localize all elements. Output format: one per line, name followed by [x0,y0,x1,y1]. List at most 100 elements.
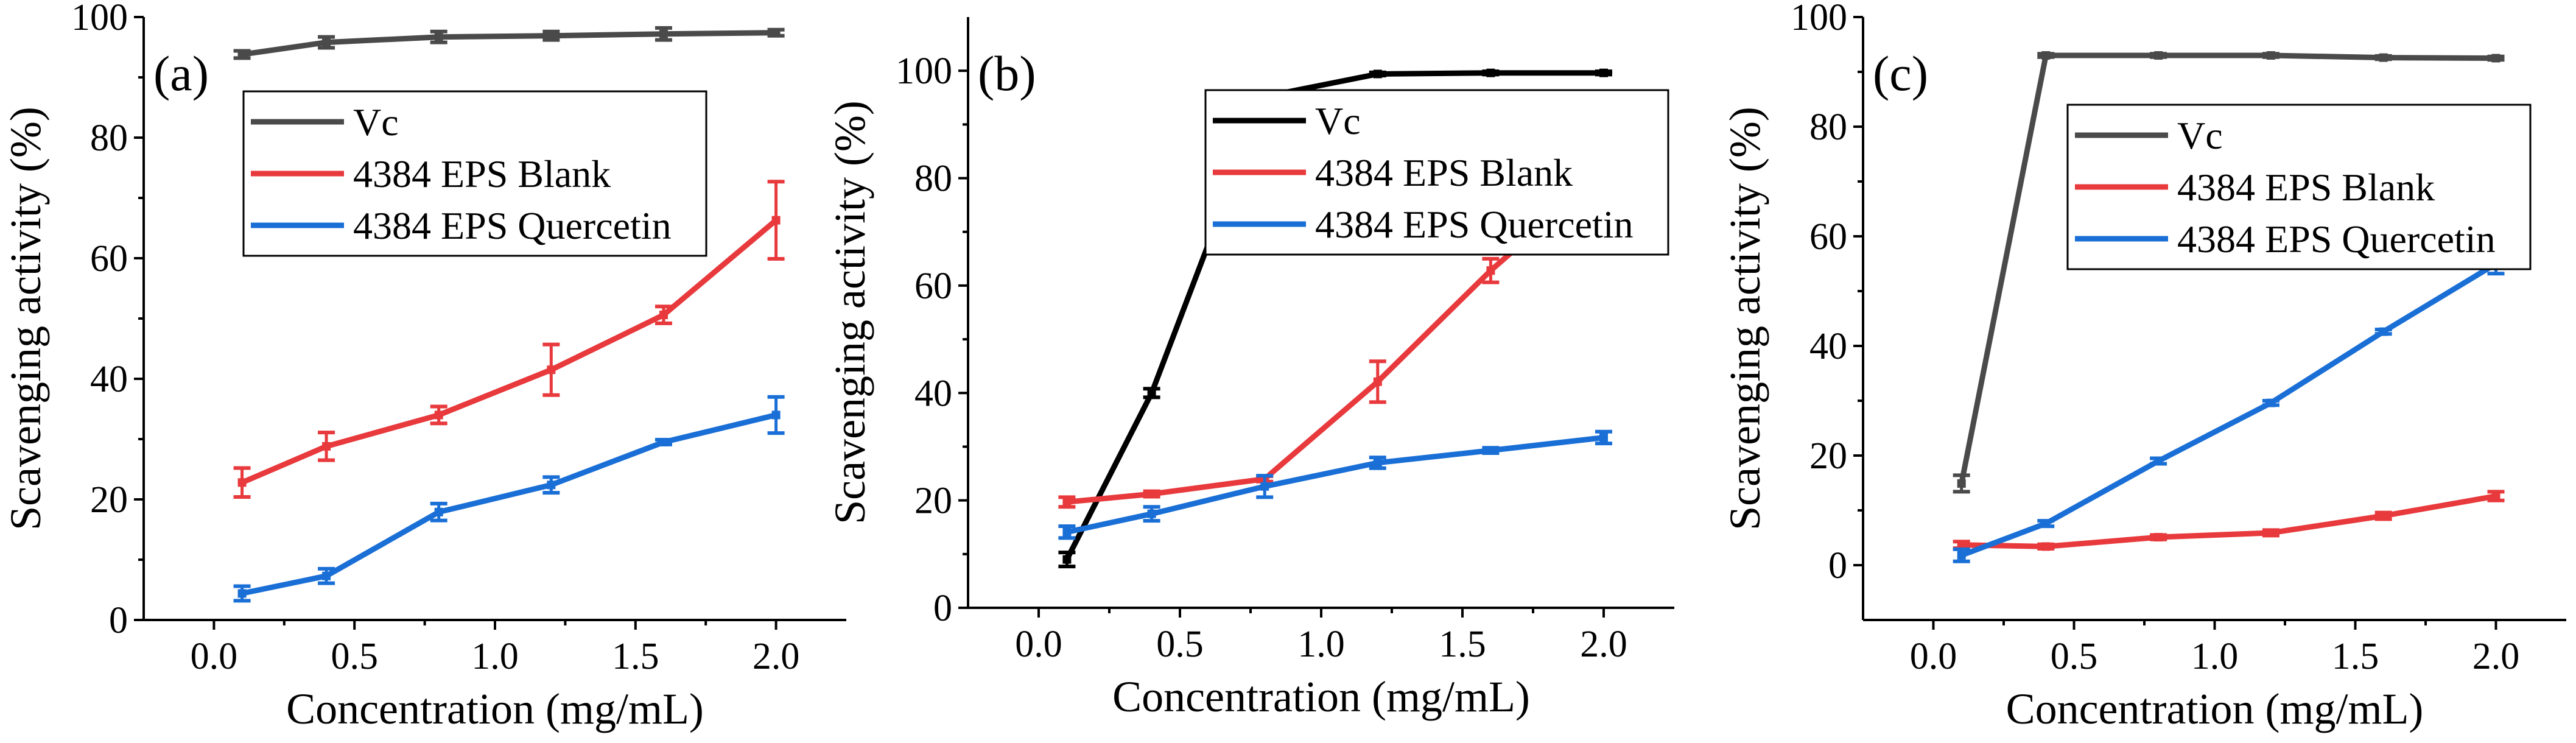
y-tick-label: 0 [109,600,128,641]
series-line [1960,261,2497,558]
series-line [1959,52,2496,484]
data-point [2491,54,2501,63]
data-point [771,28,781,37]
y-tick-label: 60 [1809,216,1847,258]
data-point [771,216,781,225]
data-point [547,365,556,375]
data-point [2379,53,2388,62]
y-tick-label: 0 [1828,545,1847,586]
legend-label: Vc [1315,99,1361,143]
data-point [2491,491,2501,501]
legend-label: 4384 EPS Blank [1315,151,1573,194]
data-point [2154,533,2163,542]
series-4384-eps-blank [1953,490,2505,551]
data-point [2266,528,2275,537]
data-point [322,442,331,451]
y-axis-title: Scavenging activity (%) [1,107,50,530]
legend: Vc 4384 EPS Blank 4384 EPS Quercetin [2066,104,2532,270]
x-tick-label: 0.5 [2051,636,2098,677]
y-tick-label: 80 [1809,107,1847,148]
data-point [659,29,668,38]
series-line [1961,493,2497,549]
data-point [322,571,331,580]
data-point [771,410,781,420]
x-tick-label: 0.5 [1156,624,1204,665]
x-tick-label: 1.5 [612,636,659,677]
x-tick-label: 1.0 [2191,636,2239,677]
series-vc [1953,51,2505,494]
data-point [2041,542,2051,551]
x-tick-label: 1.5 [1439,624,1486,665]
data-point [547,31,556,40]
data-point [659,437,668,446]
y-tick-label: 100 [71,0,128,38]
x-axis-title: Concentration (mg/mL) [2006,685,2424,733]
series-vc [233,26,785,60]
data-point [1599,68,1608,77]
chart-panel-3: 0 20 40 60 80 100 0.0 0.5 1.0 1.5 2.0 Concentration… [1721,0,2566,733]
y-tick-label: 100 [1791,0,1847,38]
data-point [2154,457,2163,465]
y-tick-label: 20 [1809,435,1847,477]
y-tick-label: 0 [933,588,952,629]
data-point [1147,490,1156,499]
data-point [237,589,247,598]
y-tick-label: 80 [90,118,128,159]
x-tick-label: 0.0 [1910,636,1957,677]
data-point [1147,509,1156,518]
data-point [434,410,443,420]
data-point [322,38,331,47]
x-tick-label: 1.0 [471,636,519,677]
legend-label: Vc [353,100,399,144]
data-point [1062,527,1072,537]
series-line [241,30,776,57]
series-4384-eps-quercetin [1953,252,2505,563]
x-tick-label: 2.0 [1580,624,1627,665]
data-point [547,481,556,490]
series-vc [1058,68,1612,569]
legend-label: 4384 EPS Quercetin [2177,217,2496,261]
data-point [1062,498,1072,507]
data-point [1957,540,1966,549]
data-point [1957,479,1966,488]
legend: Vc 4384 EPS Blank 4384 EPS Quercetin [242,90,707,257]
data-point [1486,446,1495,455]
y-tick-label: 40 [1809,326,1847,367]
series-4384-eps-blank [233,180,785,499]
data-point [2041,51,2051,60]
panel-label: (a) [153,46,209,101]
y-tick-label: 60 [90,238,128,280]
data-point [434,32,443,41]
legend: Vc 4384 EPS Blank 4384 EPS Quercetin [1204,89,1669,256]
data-point [1373,69,1382,79]
chart-panel-1: 0 20 40 60 80 100 0.0 0.5 1.0 1.5 2.0 Concentration… [1,0,846,733]
data-point [1373,458,1382,467]
x-tick-label: 1.5 [2332,636,2379,677]
y-axis-title: Scavenging activity (%) [826,100,874,524]
y-tick-label: 60 [914,266,952,307]
legend-label: 4384 EPS Quercetin [353,204,672,247]
legend-label: Vc [2177,114,2223,157]
legend-label: 4384 EPS Blank [2177,166,2435,209]
data-point [1486,68,1495,77]
series-4384-eps-quercetin [233,395,785,603]
x-tick-label: 0.0 [191,636,238,677]
x-tick-label: 0.5 [331,636,378,677]
data-point [2266,398,2275,407]
panel-label: (b) [978,46,1036,101]
y-axis-title: Scavenging activity (%) [1721,107,1769,530]
x-tick-label: 2.0 [753,636,800,677]
panel-label: (c) [1873,46,1928,101]
y-tick-label: 100 [896,51,952,92]
data-point [2266,51,2275,60]
y-tick-label: 80 [914,158,952,200]
data-point [1147,389,1156,398]
x-tick-label: 2.0 [2472,636,2520,677]
data-point [1957,551,1966,560]
x-axis-title: Concentration (mg/mL) [286,685,704,733]
x-tick-label: 1.0 [1297,624,1345,665]
data-point [659,311,668,320]
data-point [237,478,247,487]
series-line [241,412,777,596]
